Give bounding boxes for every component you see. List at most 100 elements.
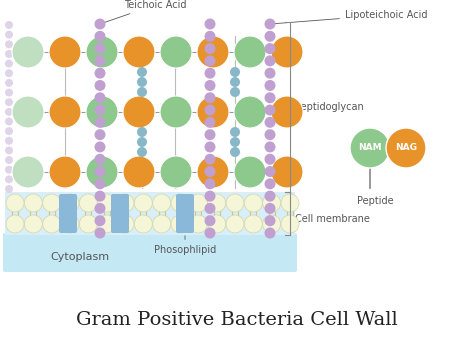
- Circle shape: [134, 215, 152, 233]
- Circle shape: [61, 194, 79, 212]
- Circle shape: [86, 96, 118, 128]
- Circle shape: [137, 137, 147, 147]
- Text: Cell membrane: Cell membrane: [295, 213, 370, 224]
- FancyBboxPatch shape: [59, 194, 77, 233]
- Circle shape: [230, 67, 240, 77]
- Text: Teichoic Acid: Teichoic Acid: [103, 0, 186, 23]
- Circle shape: [5, 98, 13, 106]
- Circle shape: [116, 215, 134, 233]
- Circle shape: [204, 80, 216, 91]
- Circle shape: [264, 178, 275, 189]
- Circle shape: [61, 215, 79, 233]
- Text: Peptidoglycan: Peptidoglycan: [295, 102, 364, 112]
- FancyBboxPatch shape: [176, 194, 194, 233]
- Circle shape: [264, 19, 275, 29]
- Circle shape: [204, 117, 216, 128]
- Circle shape: [204, 154, 216, 165]
- Bar: [5, 192, 295, 235]
- Circle shape: [264, 80, 275, 91]
- Circle shape: [263, 215, 281, 233]
- Circle shape: [208, 215, 226, 233]
- Circle shape: [12, 156, 44, 188]
- Circle shape: [204, 191, 216, 202]
- Circle shape: [204, 43, 216, 54]
- Circle shape: [5, 40, 13, 48]
- Circle shape: [204, 105, 216, 116]
- Circle shape: [197, 36, 229, 68]
- Circle shape: [263, 194, 281, 212]
- Circle shape: [94, 43, 106, 54]
- Circle shape: [5, 79, 13, 87]
- Circle shape: [234, 156, 266, 188]
- Circle shape: [204, 19, 216, 29]
- Text: Cytoplasm: Cytoplasm: [50, 252, 109, 262]
- Circle shape: [94, 80, 106, 91]
- Circle shape: [204, 166, 216, 177]
- Text: NAM: NAM: [358, 143, 382, 153]
- Circle shape: [264, 92, 275, 103]
- Circle shape: [271, 36, 303, 68]
- Circle shape: [230, 127, 240, 137]
- Circle shape: [43, 194, 61, 212]
- Circle shape: [264, 105, 275, 116]
- Circle shape: [386, 128, 426, 168]
- Circle shape: [12, 36, 44, 68]
- Text: NAG: NAG: [395, 143, 417, 153]
- Circle shape: [5, 185, 13, 193]
- Circle shape: [137, 87, 147, 97]
- Circle shape: [79, 215, 97, 233]
- Circle shape: [264, 154, 275, 165]
- Circle shape: [94, 227, 106, 238]
- Circle shape: [197, 156, 229, 188]
- Circle shape: [160, 96, 192, 128]
- Circle shape: [160, 36, 192, 68]
- Circle shape: [171, 194, 189, 212]
- Circle shape: [94, 141, 106, 152]
- Circle shape: [153, 194, 171, 212]
- Circle shape: [94, 117, 106, 128]
- Circle shape: [171, 215, 189, 233]
- Circle shape: [94, 19, 106, 29]
- Circle shape: [86, 156, 118, 188]
- Circle shape: [137, 147, 147, 157]
- Circle shape: [5, 127, 13, 135]
- Circle shape: [226, 194, 244, 212]
- Circle shape: [5, 108, 13, 116]
- Circle shape: [204, 203, 216, 214]
- Circle shape: [5, 175, 13, 184]
- Circle shape: [204, 55, 216, 67]
- Circle shape: [264, 227, 275, 238]
- Circle shape: [49, 156, 81, 188]
- Circle shape: [94, 92, 106, 103]
- Circle shape: [204, 68, 216, 79]
- Circle shape: [264, 166, 275, 177]
- Circle shape: [98, 194, 116, 212]
- Circle shape: [264, 117, 275, 128]
- Circle shape: [204, 92, 216, 103]
- Text: Phosophlipid: Phosophlipid: [154, 236, 216, 255]
- Circle shape: [230, 137, 240, 147]
- Circle shape: [204, 178, 216, 189]
- Circle shape: [49, 36, 81, 68]
- Circle shape: [123, 156, 155, 188]
- Circle shape: [204, 31, 216, 42]
- Circle shape: [204, 227, 216, 238]
- Circle shape: [94, 166, 106, 177]
- Circle shape: [94, 154, 106, 165]
- Circle shape: [226, 215, 244, 233]
- Circle shape: [281, 215, 299, 233]
- FancyBboxPatch shape: [3, 233, 297, 272]
- Circle shape: [204, 129, 216, 140]
- Circle shape: [49, 96, 81, 128]
- Circle shape: [137, 127, 147, 137]
- Circle shape: [264, 55, 275, 67]
- Circle shape: [43, 215, 61, 233]
- Circle shape: [350, 128, 390, 168]
- Circle shape: [5, 31, 13, 39]
- Circle shape: [123, 36, 155, 68]
- Circle shape: [5, 69, 13, 77]
- Circle shape: [5, 50, 13, 58]
- Circle shape: [271, 156, 303, 188]
- Circle shape: [94, 105, 106, 116]
- Circle shape: [5, 21, 13, 29]
